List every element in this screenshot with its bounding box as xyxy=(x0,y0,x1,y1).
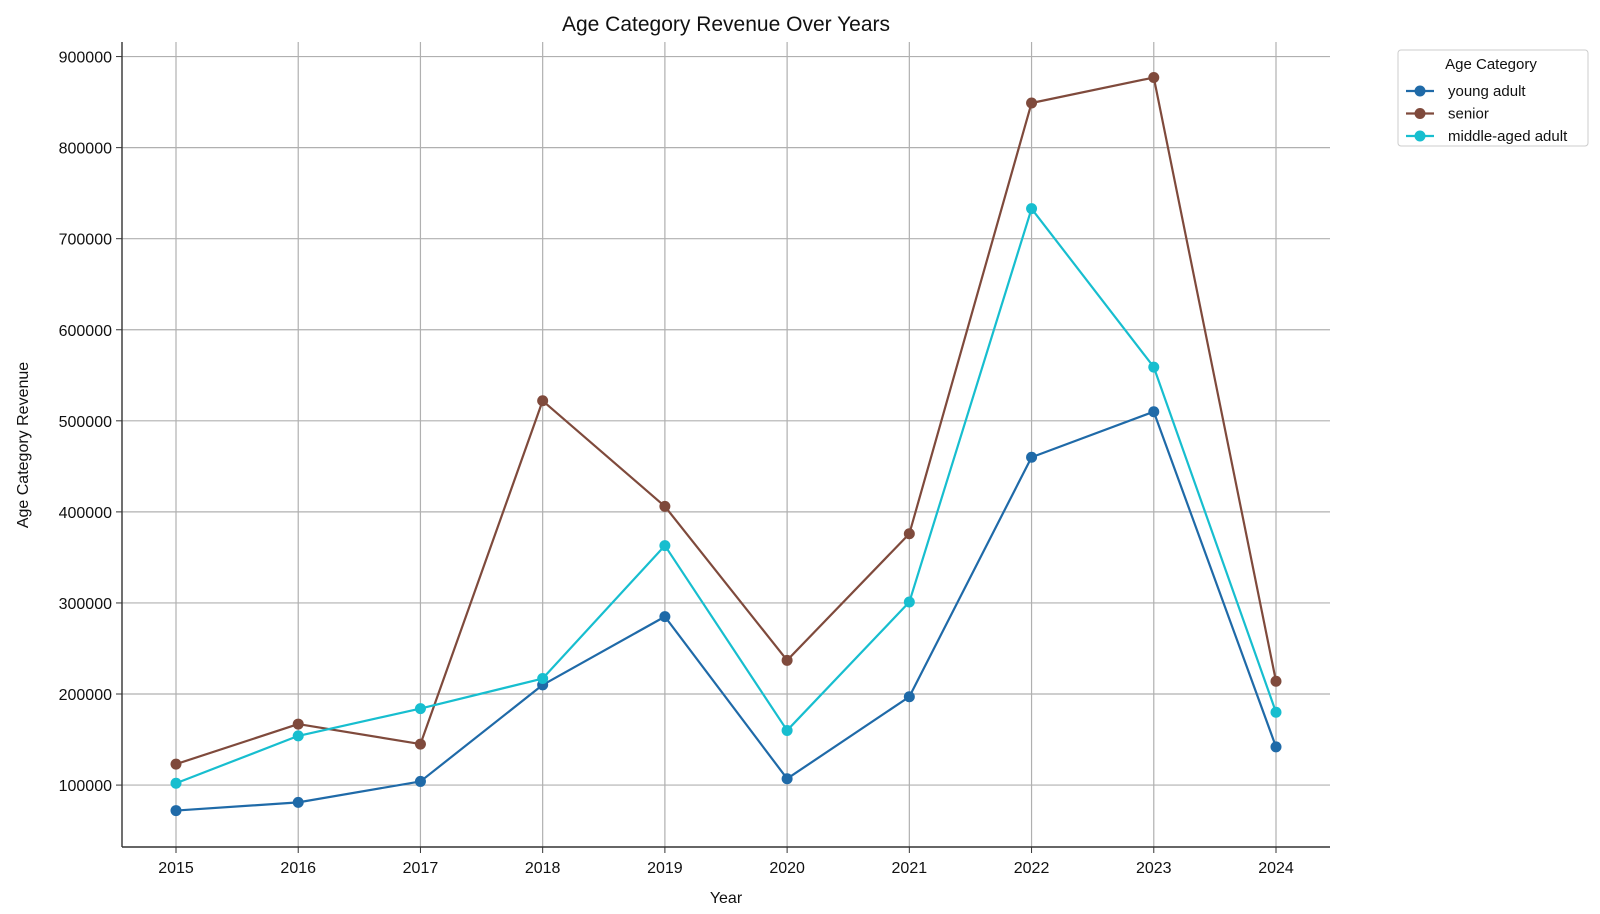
legend-swatch-marker xyxy=(1414,108,1426,119)
x-tick-label: 2023 xyxy=(1136,860,1172,877)
data-point-middle-aged-adult xyxy=(659,540,671,552)
data-point-senior xyxy=(414,738,426,750)
x-tick-label: 2024 xyxy=(1258,860,1294,877)
x-tick-label: 2017 xyxy=(403,860,439,877)
y-axis-title: Age Category Revenue xyxy=(15,362,32,528)
y-tick-label: 700000 xyxy=(59,232,112,249)
axes xyxy=(116,42,1330,853)
series-young-adult xyxy=(170,406,1282,817)
x-tick-label: 2021 xyxy=(892,860,928,877)
legend: Age Category young adult senior middle-age… xyxy=(1397,49,1589,147)
legend-swatch-marker xyxy=(1414,130,1426,142)
y-tick-label: 400000 xyxy=(59,505,112,522)
data-point-senior xyxy=(1270,675,1282,687)
data-point-middle-aged-adult xyxy=(537,673,549,685)
legend-title: Age Category xyxy=(1445,56,1537,73)
series-line-middle-aged-adult xyxy=(175,207,1278,785)
legend-box xyxy=(1397,49,1589,147)
y-tick-label: 800000 xyxy=(59,141,112,158)
x-tick-label: 2016 xyxy=(280,860,316,877)
x-tick-label: 2015 xyxy=(158,860,194,877)
data-point-senior xyxy=(1148,72,1160,84)
data-point-middle-aged-adult xyxy=(414,703,426,715)
x-tick-label: 2019 xyxy=(647,860,683,877)
data-point-middle-aged-adult xyxy=(1270,706,1282,718)
data-point-young-adult xyxy=(292,796,304,808)
x-tick-label: 2020 xyxy=(769,860,805,877)
y-tick-label: 100000 xyxy=(59,778,112,795)
data-point-young-adult xyxy=(1026,451,1038,463)
data-point-young-adult xyxy=(1270,741,1282,753)
legend-item-middle-aged-adult: middle-aged adult xyxy=(1406,128,1568,145)
data-point-young-adult xyxy=(170,805,182,817)
legend-items: young adult senior middle-aged adult xyxy=(1406,83,1568,145)
y-tick-label: 500000 xyxy=(59,414,112,431)
data-point-middle-aged-adult xyxy=(1026,203,1038,215)
data-point-senior xyxy=(292,718,304,730)
legend-label: senior xyxy=(1448,106,1489,123)
y-tick-label: 200000 xyxy=(59,687,112,704)
data-point-senior xyxy=(537,395,549,407)
data-point-senior xyxy=(903,528,915,540)
data-point-young-adult xyxy=(903,691,915,703)
grid-lines xyxy=(122,42,1330,847)
data-point-young-adult xyxy=(659,611,671,623)
series-middle-aged-adult xyxy=(170,203,1282,789)
legend-label: middle-aged adult xyxy=(1448,128,1568,145)
data-point-middle-aged-adult xyxy=(292,730,304,742)
series-lines xyxy=(170,72,1282,817)
data-point-senior xyxy=(659,500,671,512)
data-point-senior xyxy=(781,654,793,666)
data-point-middle-aged-adult xyxy=(903,596,915,608)
legend-item-senior: senior xyxy=(1406,106,1489,123)
y-tick-label: 600000 xyxy=(59,323,112,340)
legend-swatch-marker xyxy=(1414,85,1426,97)
tick-labels: 2015 2016 2017 2018 2019 2020 2021 2022 2023 2024… xyxy=(59,50,1294,877)
data-point-middle-aged-adult xyxy=(1148,361,1160,373)
data-point-young-adult xyxy=(1148,406,1160,418)
data-point-middle-aged-adult xyxy=(170,777,182,789)
data-point-senior xyxy=(170,758,182,770)
chart-title: Age Category Revenue Over Years xyxy=(562,13,890,36)
series-line-senior xyxy=(175,76,1278,766)
x-tick-label: 2018 xyxy=(525,860,561,877)
x-axis-title: Year xyxy=(710,890,743,907)
y-tick-label: 300000 xyxy=(59,596,112,613)
series-line-young-adult xyxy=(175,410,1278,812)
data-point-middle-aged-adult xyxy=(781,724,793,736)
legend-label: young adult xyxy=(1448,83,1526,100)
data-point-young-adult xyxy=(781,773,793,785)
y-tick-label: 900000 xyxy=(59,50,112,67)
data-point-senior xyxy=(1026,97,1038,109)
data-point-young-adult xyxy=(414,775,426,787)
series-senior xyxy=(170,72,1282,770)
x-tick-label: 2022 xyxy=(1014,860,1050,877)
legend-item-young-adult: young adult xyxy=(1406,83,1526,100)
